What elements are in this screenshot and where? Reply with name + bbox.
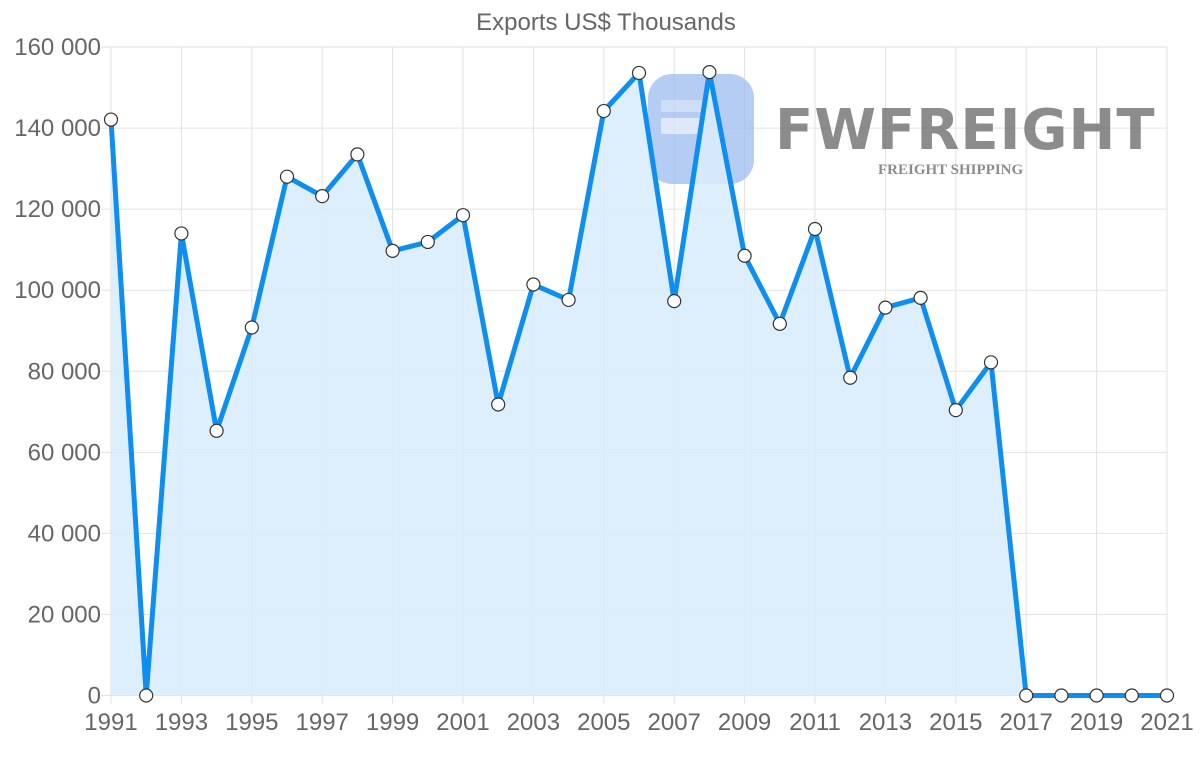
data-point[interactable] (385, 243, 400, 258)
data-points (103, 65, 1175, 703)
data-point[interactable] (174, 226, 189, 241)
data-point[interactable] (948, 403, 963, 418)
data-point[interactable] (772, 316, 787, 331)
x-axis: 1991 1993 1995 1997 1999 2001 2003 2005 2007 2009… (84, 709, 1193, 736)
x-tick-label: 2021 (1140, 709, 1193, 736)
x-tick-label: 2019 (1070, 709, 1123, 736)
x-tick-label: 1999 (366, 709, 419, 736)
data-point[interactable] (631, 65, 647, 81)
x-tick-label: 1991 (84, 709, 137, 736)
y-tick-label: 0 (88, 683, 101, 710)
data-point[interactable] (561, 292, 576, 308)
x-tick-label: 2017 (1000, 709, 1053, 736)
data-point[interactable] (983, 355, 999, 370)
x-tick-label: 2005 (577, 709, 630, 736)
y-tick-label: 20 000 (28, 601, 101, 628)
x-tick-label: 2001 (436, 709, 489, 736)
data-point[interactable] (878, 300, 893, 315)
data-point[interactable] (1019, 688, 1034, 703)
y-tick-label: 100 000 (14, 277, 101, 304)
data-point[interactable] (1089, 688, 1104, 703)
x-tick-label: 2011 (789, 709, 841, 736)
data-point[interactable] (526, 277, 541, 292)
x-tick-label: 2013 (859, 709, 912, 736)
y-tick-label: 60 000 (28, 439, 101, 466)
area-fill (111, 72, 1167, 696)
data-point[interactable] (702, 65, 717, 80)
y-tick-label: 140 000 (14, 115, 101, 142)
data-point[interactable] (667, 294, 682, 309)
data-point[interactable] (455, 208, 471, 223)
data-point[interactable] (350, 147, 365, 162)
data-point[interactable] (103, 112, 119, 127)
x-tick-label: 2007 (648, 709, 701, 736)
y-tick-label: 80 000 (28, 358, 101, 385)
y-tick-label: 160 000 (14, 34, 101, 61)
x-tick-label: 1997 (296, 709, 349, 736)
data-point[interactable] (913, 290, 928, 305)
watermark-brand: FWFREIGHT (775, 98, 1156, 163)
data-point[interactable] (209, 423, 224, 438)
y-axis: 0 20 000 40 000 60 000 80 000 100 000 120 000 1… (14, 34, 101, 710)
data-point[interactable] (420, 234, 435, 250)
x-tick-label: 1995 (225, 709, 278, 736)
data-point[interactable] (843, 370, 858, 385)
x-tick-label: 2015 (929, 709, 982, 736)
chart-title: Exports US$ Thousands (476, 9, 736, 36)
x-tick-label: 1993 (155, 709, 208, 736)
x-tick-label: 2009 (718, 709, 771, 736)
data-point[interactable] (1159, 688, 1175, 703)
data-point[interactable] (139, 688, 154, 703)
y-tick-label: 120 000 (14, 196, 101, 223)
data-point[interactable] (1124, 688, 1139, 703)
x-tick-label: 2003 (507, 709, 560, 736)
data-point[interactable] (315, 189, 330, 204)
data-point[interactable] (596, 103, 611, 119)
data-point[interactable] (279, 169, 295, 184)
data-point[interactable] (807, 221, 823, 237)
watermark-tagline: FREIGHT SHIPPING (878, 162, 1023, 178)
data-point[interactable] (1054, 688, 1069, 703)
data-point[interactable] (491, 397, 506, 412)
y-tick-label: 40 000 (28, 520, 101, 547)
data-point[interactable] (737, 248, 752, 263)
data-point[interactable] (244, 320, 259, 335)
